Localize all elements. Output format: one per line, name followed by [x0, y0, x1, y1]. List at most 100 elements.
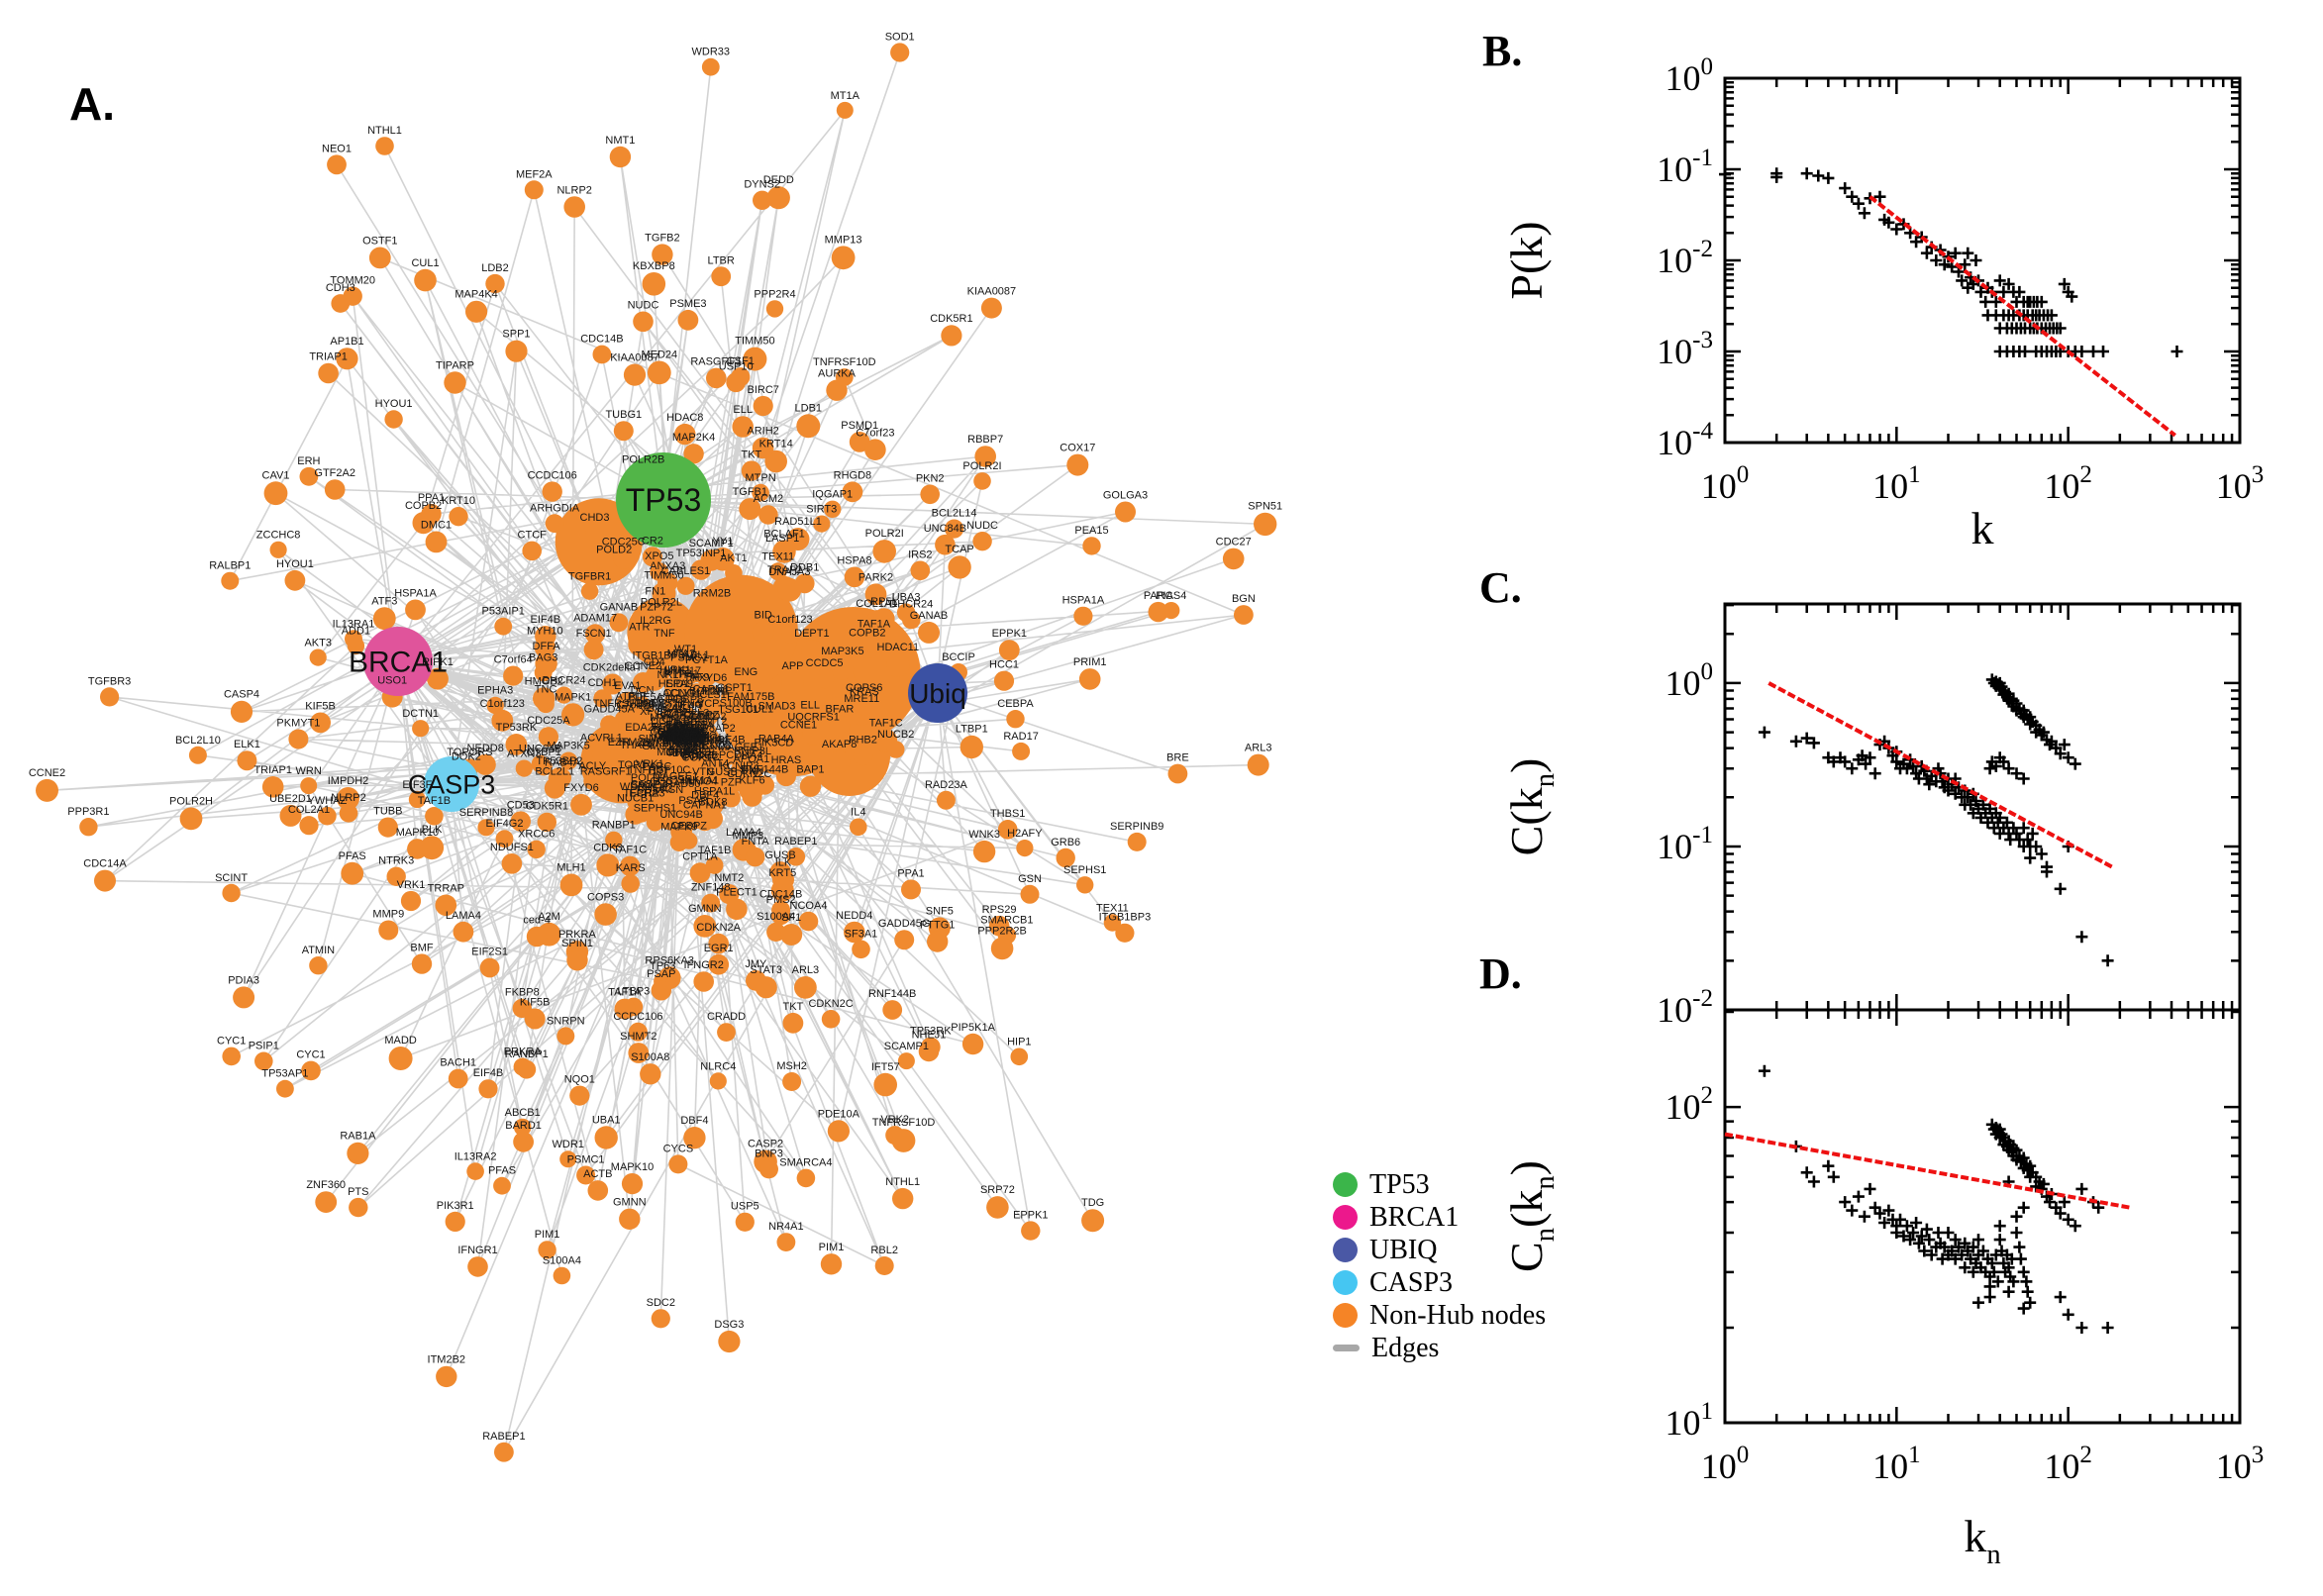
network-node — [668, 1154, 688, 1174]
node-label: DBF4 — [680, 1115, 708, 1127]
node-label: TUBB — [373, 806, 402, 818]
node-label: IFNGR2 — [684, 959, 724, 971]
node-label: RABEP1 — [482, 1431, 525, 1443]
node-label: COPS2 — [665, 732, 702, 744]
network-node — [526, 926, 548, 948]
node-label: DCN — [631, 685, 655, 697]
node-label: RABEP1 — [774, 836, 817, 848]
node-label: BARD1 — [505, 1120, 542, 1132]
network-node — [337, 787, 359, 810]
network-node — [628, 1022, 648, 1042]
node-label: APTX — [676, 739, 705, 750]
node-label: GPS1 — [661, 730, 690, 742]
node-label: DCTN1 — [651, 716, 687, 728]
network-node — [375, 137, 394, 155]
network-node — [948, 555, 971, 579]
node-label: CSF1 — [727, 355, 755, 367]
node-label: TEX11 — [1096, 902, 1129, 914]
network-node — [517, 1059, 537, 1079]
node-label: BLK — [422, 824, 443, 836]
node-label: TP53BP2 — [536, 755, 582, 767]
network-node — [478, 1079, 498, 1099]
network-node — [782, 1012, 804, 1034]
node-label: RNF144B — [741, 763, 788, 775]
network-node — [623, 363, 647, 386]
fit-line — [1868, 195, 2176, 438]
node-label: MADD — [384, 1035, 416, 1047]
network-node — [587, 1180, 609, 1201]
network-node — [299, 466, 319, 486]
node-label: RRM2B — [693, 588, 732, 600]
network-node — [640, 1063, 661, 1085]
node-label: CEBPA — [997, 698, 1034, 710]
network-node — [583, 640, 604, 660]
node-label: IL18 — [687, 727, 708, 739]
node-label: DOK2 — [452, 751, 481, 763]
node-label: BCL2L1 — [535, 766, 574, 778]
node-label: C1orf123 — [767, 614, 812, 626]
node-label: ACVRL1 — [580, 732, 623, 744]
node-label: SMAD4 — [631, 780, 668, 792]
panel-c-plot: 100 10-1 10-2 C(kn) — [1501, 602, 2242, 1030]
network-node — [580, 582, 599, 600]
network-node — [717, 1023, 736, 1042]
node-label: TUBG1 — [605, 409, 642, 421]
network-node — [735, 677, 758, 700]
fit-line — [1724, 1132, 2131, 1210]
network-node — [453, 921, 474, 943]
network-node — [864, 439, 886, 461]
network-node — [628, 1043, 650, 1063]
node-label: JUND — [686, 711, 715, 723]
network-node — [741, 460, 762, 481]
node-label: RHGD8 — [834, 469, 872, 481]
hub-node-casp3 — [424, 756, 479, 812]
node-label: MT1A — [831, 90, 860, 102]
node-label: PIM1 — [535, 1229, 560, 1241]
node-label: CDC25C — [602, 537, 646, 549]
network-node — [862, 630, 885, 653]
network-node — [771, 906, 791, 926]
network-node — [79, 818, 98, 837]
node-label: TP63 — [650, 960, 675, 972]
node-label: PIAS4 — [1156, 590, 1186, 602]
node-label: LTBP1 — [956, 724, 988, 736]
network-node — [824, 500, 842, 518]
network-node — [1254, 512, 1277, 537]
node-label: IL4R — [679, 700, 702, 712]
network-node — [608, 748, 629, 769]
y-tick-label: 10-1 — [1657, 822, 1713, 866]
node-label: KARS — [616, 862, 646, 874]
network-node — [495, 830, 514, 848]
node-label: ITGB1BP3 — [633, 649, 685, 661]
node-label: SF3A1 — [845, 929, 878, 941]
node-label: USP5 — [731, 1201, 759, 1213]
node-label: WT1 — [674, 644, 697, 655]
node-label: AURKA — [818, 368, 857, 380]
node-label: RALBP1 — [209, 560, 251, 572]
network-node — [377, 817, 398, 838]
node-label: PTTG1 — [920, 919, 955, 931]
network-node — [920, 484, 940, 505]
node-label: MAP3K5 — [821, 646, 863, 657]
node-label: ZNF360 — [306, 1179, 346, 1191]
node-label: TP53RK — [496, 722, 538, 734]
node-label: NMT1 — [605, 135, 635, 147]
node-label: PFAS — [339, 850, 366, 862]
network-node — [318, 806, 337, 826]
node-label: CUL1 — [746, 704, 773, 716]
network-node — [739, 498, 761, 521]
node-label: EZR — [608, 737, 630, 748]
network-node — [990, 937, 1014, 960]
network-node — [766, 745, 786, 764]
node-label: GUSB — [707, 766, 738, 778]
node-label: IMPDH2 — [328, 775, 369, 787]
node-label: ATM — [671, 730, 693, 742]
network-node — [941, 325, 962, 347]
node-label: IFT57 — [871, 1061, 900, 1073]
node-label: EPHA3 — [477, 685, 513, 697]
node-label: PDIA3 — [228, 974, 259, 986]
node-label: MAP3K5 — [547, 740, 589, 751]
node-label: TNF — [654, 628, 675, 640]
network-node — [1066, 453, 1089, 476]
node-label: PMS2 — [766, 894, 796, 906]
